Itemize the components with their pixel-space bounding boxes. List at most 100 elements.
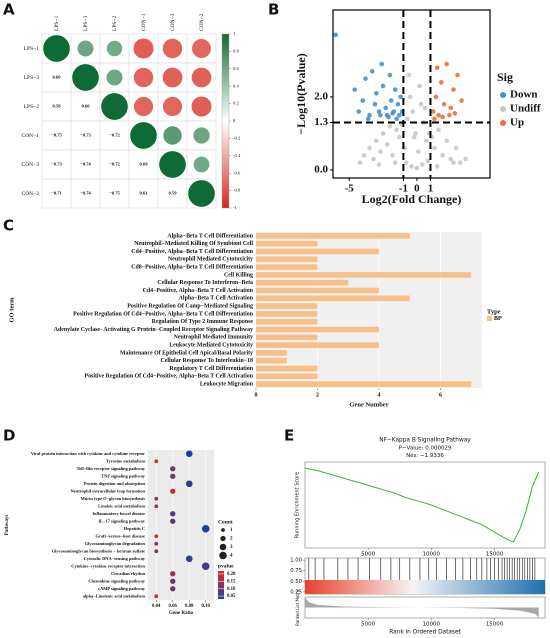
- legend-marker: [500, 106, 506, 112]
- annotation: Nes: −1.9336: [406, 453, 444, 459]
- x-tick-label: 10000: [423, 552, 441, 558]
- y-tick-label: Tyrosine metabolism: [106, 458, 145, 463]
- x-tick-label: 0.08: [185, 604, 194, 609]
- corr-label: 0.69: [139, 162, 148, 167]
- y-tick-label: Neutrophil Mediated Cytotoxicity: [168, 257, 253, 263]
- point: [410, 109, 416, 114]
- x-tick-label: 6: [439, 392, 442, 398]
- point: [463, 156, 468, 162]
- y-tick-label: Alpha−Beta T Cell Differentiation: [167, 233, 253, 239]
- corr-label: −0.74: [80, 191, 91, 196]
- x-tick-label: 15000: [486, 552, 504, 558]
- y-tick-label: Toll−like receptor signaling pathway: [77, 466, 146, 471]
- x-tick-label: 5000: [361, 552, 375, 558]
- y-tick-label: 2.0: [314, 90, 328, 102]
- y-tick-label: 0.50: [290, 579, 302, 585]
- colorbar-label: -0.2: [233, 135, 241, 140]
- dot: [154, 496, 159, 501]
- x-axis-label: Log2(Fold Change): [362, 192, 462, 206]
- point: [372, 101, 378, 107]
- x-tick-label: 0: [414, 183, 420, 195]
- y-tick-label: 0.0: [314, 163, 328, 175]
- corr-circle: [133, 38, 154, 59]
- y-tick-label: Positive Regulation Of Cd4−Positive, Alp…: [73, 311, 254, 317]
- point: [384, 142, 390, 147]
- point: [447, 112, 452, 118]
- y-tick-label: IL−17 signaling pathway: [98, 518, 145, 523]
- bar: [256, 318, 318, 325]
- point: [383, 105, 389, 111]
- point: [360, 98, 366, 103]
- corr-label: −0.72: [109, 133, 120, 138]
- dot: [185, 555, 193, 563]
- bar: [256, 365, 318, 372]
- point: [436, 127, 441, 133]
- corr-circle: [77, 40, 94, 57]
- corr-circle: [162, 38, 183, 59]
- y-tick-label: Linoleic acid metabolism: [98, 503, 145, 508]
- point: [444, 61, 449, 67]
- y-tick-label: Leukocyte Migration: [200, 381, 254, 387]
- point: [424, 138, 429, 144]
- point: [451, 160, 456, 165]
- dot: [154, 534, 159, 539]
- corr-label: −0.73: [51, 162, 62, 167]
- legend-label: 1: [230, 528, 233, 533]
- y-tick-label: TNF signaling pathway: [101, 473, 146, 478]
- dot: [170, 518, 176, 524]
- point: [380, 131, 386, 136]
- legend-label: 2: [230, 537, 233, 542]
- dot: [185, 450, 193, 458]
- point: [432, 145, 437, 151]
- point: [409, 164, 414, 169]
- panel-label: B: [268, 1, 279, 19]
- point: [413, 131, 418, 136]
- cell: [41, 120, 72, 151]
- point: [403, 160, 409, 165]
- legend-label: BP: [494, 316, 502, 322]
- corr-label: −0.71: [51, 191, 62, 196]
- column-label: CON−3: [170, 13, 176, 31]
- point: [363, 76, 368, 81]
- point: [441, 101, 447, 107]
- dot: [170, 473, 176, 479]
- panel-label: A: [3, 1, 15, 19]
- chart-title: NF−Kappa B Signaling Pathway: [379, 438, 471, 444]
- dot: [170, 578, 176, 584]
- x-tick-label: 0.10: [202, 604, 211, 609]
- point: [420, 162, 425, 167]
- legend-title: pvalue: [218, 563, 234, 569]
- point: [432, 116, 437, 122]
- colorbar-label: 0.8: [233, 48, 239, 53]
- y-tick-label: Positive Regulation Of Cd4−Positive, Alp…: [85, 374, 254, 380]
- column-label: CON−2: [199, 13, 205, 31]
- dot: [170, 488, 176, 494]
- dot: [154, 541, 159, 546]
- bar: [256, 334, 318, 341]
- y-axis-label: Pathways: [5, 515, 10, 536]
- point: [333, 32, 339, 38]
- corr-circle: [163, 126, 182, 145]
- bar: [256, 350, 287, 356]
- point: [388, 98, 394, 103]
- y-tick-label: Neutrophil extracellular trap formation: [71, 488, 146, 493]
- bar: [256, 342, 379, 348]
- x-tick-label: -5: [345, 183, 355, 195]
- cell: [157, 178, 188, 209]
- bar: [256, 240, 318, 247]
- y-tick-label: Adenylate Cyclase−Activating G Protein−C…: [54, 327, 253, 333]
- y-axis-label: −Log10(Pvalue): [294, 53, 308, 135]
- corr-circle: [191, 96, 212, 117]
- bar: [256, 272, 472, 278]
- y-axis-label: GO term: [8, 297, 15, 323]
- bar: [256, 373, 318, 380]
- x-axis-label: Gene Number: [349, 401, 388, 408]
- corr-circle: [162, 67, 183, 88]
- row-label: LPS−1: [24, 46, 40, 52]
- point: [395, 101, 401, 107]
- point: [376, 109, 382, 114]
- point: [361, 153, 367, 158]
- point: [438, 80, 444, 85]
- point: [459, 98, 464, 103]
- colorbar: [221, 33, 230, 209]
